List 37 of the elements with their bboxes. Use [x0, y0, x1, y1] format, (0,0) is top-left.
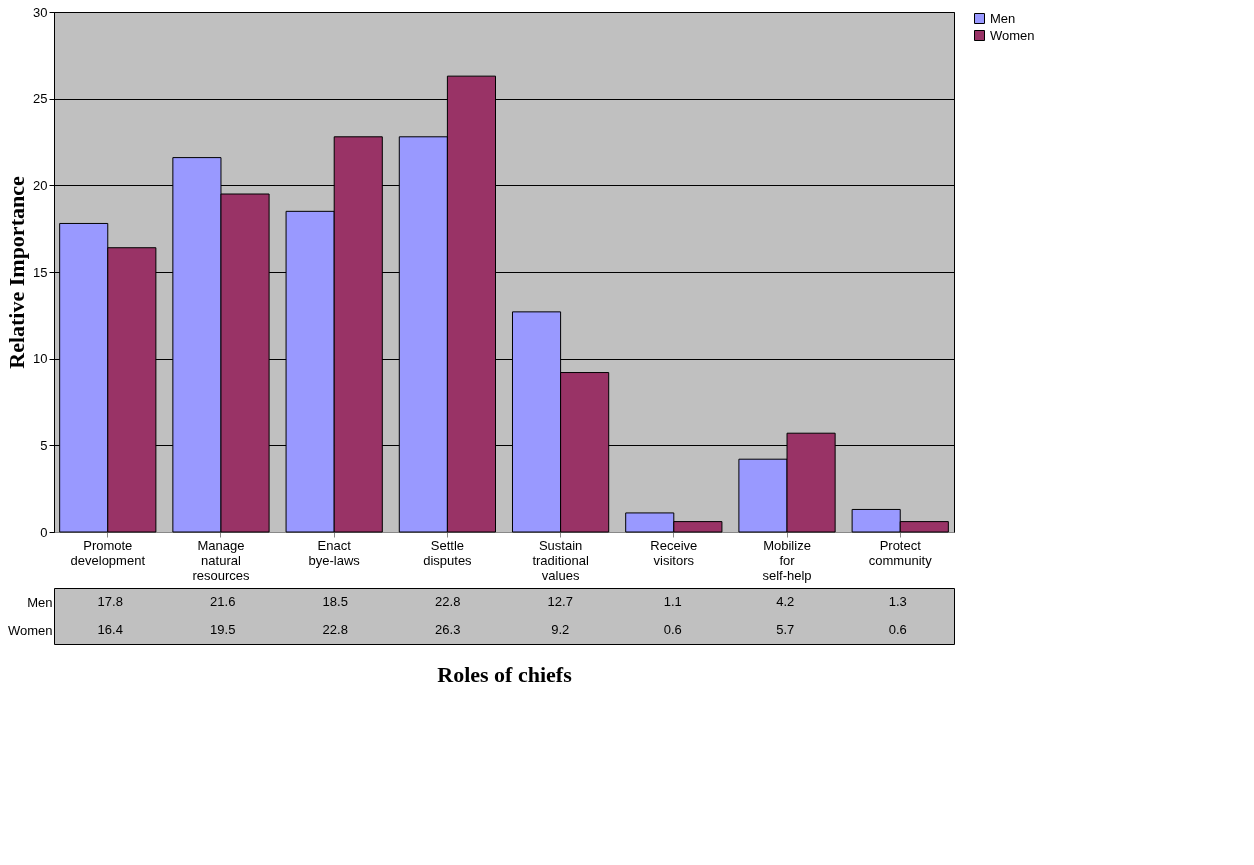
data-label: 22.8: [322, 622, 348, 637]
legend-label: Men: [990, 10, 1016, 26]
y-tick-label: 5: [40, 437, 48, 453]
data-label: 19.5: [210, 622, 236, 637]
data-label: 0.6: [663, 622, 682, 637]
data-label: 21.6: [210, 594, 236, 609]
y-axis-title: Relative Importance: [4, 176, 30, 369]
y-tick-label: 10: [33, 351, 48, 367]
data-label: 5.7: [776, 622, 795, 637]
data-label: 4.2: [776, 594, 795, 609]
text: Men: [27, 594, 53, 610]
legend-label: Women: [990, 27, 1035, 43]
data-label: 22.8: [435, 594, 461, 609]
data-label: 18.5: [322, 594, 348, 609]
x-axis-title: Roles of chiefs: [437, 661, 573, 687]
x-tick-label: Protect community: [868, 537, 933, 568]
x-tick-label: Mobilize for self-help: [762, 537, 812, 583]
y-tick-label: 0: [40, 524, 48, 540]
x-tick-label: Enact bye-laws: [308, 537, 361, 568]
y-tick-label: 30: [33, 4, 48, 20]
y-tick-label: 25: [33, 91, 48, 107]
x-tick-label: Sustain traditional values: [532, 537, 589, 583]
data-label: 9.2: [551, 622, 570, 637]
data-label: 0.6: [888, 622, 907, 637]
data-label: 12.7: [547, 594, 573, 609]
x-tick-label: Settle disputes: [423, 537, 473, 568]
x-tick-label: Manage natural resources: [192, 537, 251, 583]
data-label: 17.8: [97, 594, 123, 609]
text: Women: [7, 622, 53, 638]
x-tick-label: Promote development: [70, 537, 146, 568]
data-label: 1.1: [663, 594, 682, 609]
data-label: 1.3: [888, 594, 907, 609]
data-label: 16.4: [97, 622, 123, 637]
y-tick-label: 15: [33, 264, 48, 280]
y-tick-label: 20: [33, 177, 48, 193]
data-label: 26.3: [435, 622, 461, 637]
x-tick-label: Receive visitors: [650, 537, 698, 568]
